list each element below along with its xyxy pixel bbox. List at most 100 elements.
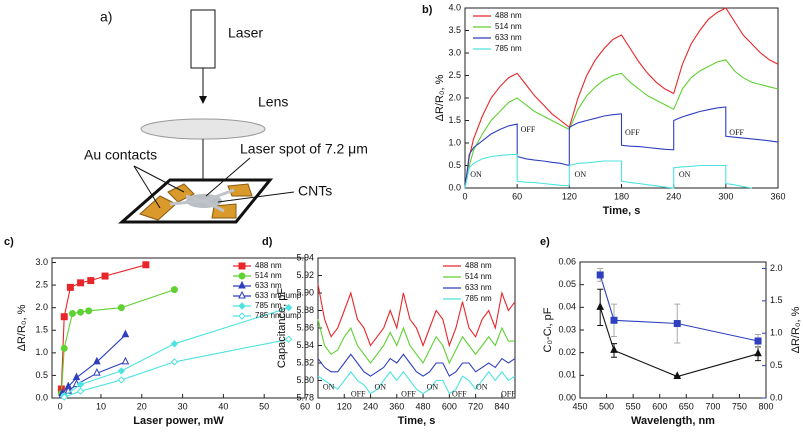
y2-tick-label: 1.0 xyxy=(770,328,783,338)
marker xyxy=(238,312,246,320)
cnts-label: CNTs xyxy=(298,183,332,199)
chart-panel: d) 0 120 240 360 480 600 720 840 5.78 5.80 5.82 5.84… xyxy=(262,236,516,427)
y-tick-label: 0.06 xyxy=(558,256,576,266)
annotation: ON xyxy=(323,382,335,391)
annotation: OFF xyxy=(625,128,640,137)
series-line xyxy=(464,59,779,189)
x-tick-label: 0 xyxy=(315,401,320,411)
legend-label: 785 nm xyxy=(495,44,522,53)
x-axis-title: Laser power, mW xyxy=(133,415,224,427)
legend-label: 514 nm xyxy=(255,271,282,280)
legend-label: 633 nm jump xyxy=(255,291,302,300)
y-tick-label: 2.5 xyxy=(35,279,48,289)
x-tick-label: 30 xyxy=(178,401,188,411)
y-tick-label: 0.00 xyxy=(558,392,576,402)
x-axis-title: Wavelength, nm xyxy=(631,415,715,427)
series-line xyxy=(599,274,759,342)
legend-label: 785 nm xyxy=(465,294,492,303)
legend-label: 514 nm xyxy=(495,22,522,31)
cnt-leads xyxy=(169,188,235,213)
series-line xyxy=(599,307,759,378)
y-tick-label: 5.88 xyxy=(296,305,314,315)
spot-label: Laser spot of 7.2 μm xyxy=(240,141,368,157)
annotation: OFF xyxy=(351,389,366,398)
y-tick-label: 5.86 xyxy=(296,322,314,332)
pointer xyxy=(133,165,185,193)
y2-tick-label: 1.5 xyxy=(770,295,783,305)
marker xyxy=(76,387,85,395)
x-tick-label: 480 xyxy=(416,401,431,411)
marker xyxy=(170,340,179,348)
y-axis-title: C₀-Cₗ, pF xyxy=(542,307,554,352)
x-axis-title: Time, s xyxy=(398,415,436,427)
y-tick-label: 0.01 xyxy=(558,370,576,380)
y-tick-label: 0.03 xyxy=(558,324,576,334)
y-tick-label: 1.5 xyxy=(35,325,48,335)
x-tick-label: 10 xyxy=(96,401,106,411)
y-tick-label: 3.5 xyxy=(448,25,461,35)
x-tick-label: 650 xyxy=(679,401,694,411)
y2-tick-label: 2.0 xyxy=(770,263,783,273)
annotation: OFF xyxy=(729,128,744,137)
panel-label: b) xyxy=(422,4,433,16)
legend-label: 633 nm xyxy=(465,283,492,292)
series-line xyxy=(464,7,779,189)
annotation: ON xyxy=(427,382,439,391)
marker xyxy=(238,302,246,310)
chart-panel: e) 450 500 550 600 650 700 750 800 0.00 0.01 0.02 0.… xyxy=(540,236,802,427)
legend-label: 488 nm xyxy=(255,261,282,270)
y-tick-label: 5.92 xyxy=(296,270,314,280)
x-tick-label: 360 xyxy=(389,401,404,411)
au-contact xyxy=(167,183,195,203)
marker xyxy=(60,313,68,321)
marker xyxy=(284,303,293,312)
x-tick-label: 180 xyxy=(614,191,629,201)
x-tick-label: 300 xyxy=(718,191,733,201)
x-tick-label: 720 xyxy=(468,401,483,411)
x-tick-label: 240 xyxy=(666,191,681,201)
annotation: OFF xyxy=(521,125,536,134)
series-line xyxy=(317,370,516,395)
series-line xyxy=(317,353,516,377)
x-tick-label: 240 xyxy=(363,401,378,411)
marker xyxy=(85,307,93,315)
marker xyxy=(170,358,179,366)
arrow-head xyxy=(199,96,207,104)
y-tick-label: 2.0 xyxy=(448,92,461,102)
y-tick-label: 0.0 xyxy=(448,182,461,192)
x-tick-label: 120 xyxy=(337,401,352,411)
annotation: ON xyxy=(470,170,482,179)
y-tick-label: 1.5 xyxy=(448,115,461,125)
plot-frame xyxy=(51,257,306,399)
x-tick-label: 600 xyxy=(442,401,457,411)
y-tick-label: 2.0 xyxy=(35,302,48,312)
series-line xyxy=(317,319,515,365)
marker xyxy=(673,320,681,328)
pointer xyxy=(133,165,161,209)
marker xyxy=(76,380,85,389)
diagram: a) Laser Lens Laser spot of 7.2 μm Au co… xyxy=(84,9,368,224)
x-tick-label: 550 xyxy=(626,401,641,411)
legend-label: 785 nm jump xyxy=(255,311,302,320)
x-tick-label: 50 xyxy=(259,401,269,411)
panel-label: d) xyxy=(262,236,273,248)
marker xyxy=(117,304,125,312)
y-tick-label: 5.84 xyxy=(296,340,314,350)
y-axis-title: ΔR/R₀, % xyxy=(434,74,446,121)
y-tick-label: 3.0 xyxy=(35,257,48,267)
marker xyxy=(238,262,246,270)
marker xyxy=(610,316,618,324)
y-tick-label: 0.04 xyxy=(558,302,576,312)
legend-label: 633 nm xyxy=(255,281,282,290)
y-axis-title: ΔR/R₀, % xyxy=(16,304,28,351)
annotation: ON xyxy=(476,382,488,391)
y-tick-label: 5.90 xyxy=(296,287,314,297)
marker xyxy=(77,279,85,287)
marker xyxy=(77,308,85,316)
marker xyxy=(117,367,126,375)
marker xyxy=(93,368,101,376)
marker xyxy=(66,283,74,291)
lens xyxy=(140,118,266,140)
